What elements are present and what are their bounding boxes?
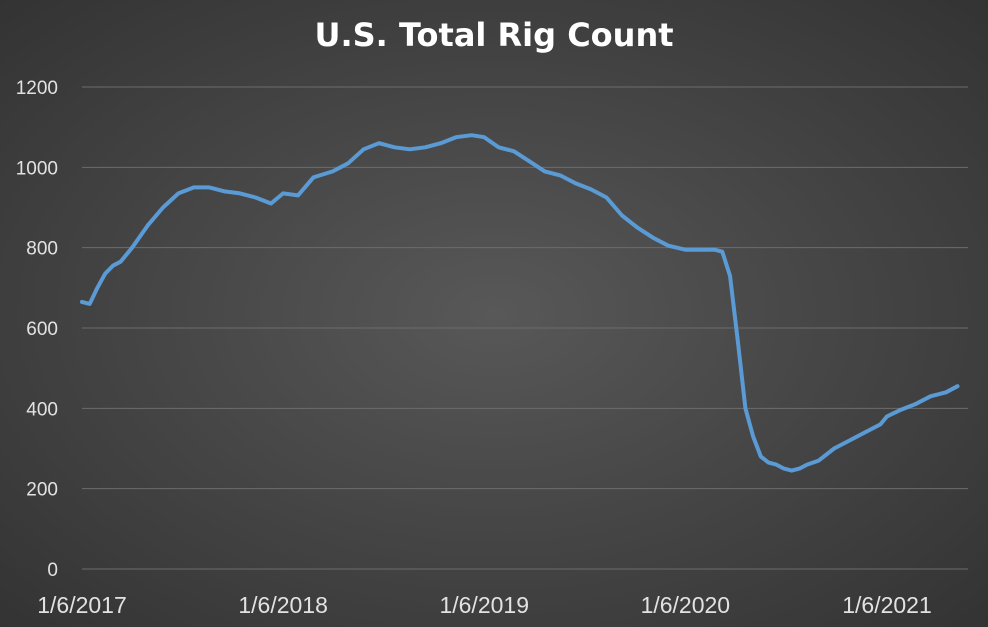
series-layer	[80, 133, 960, 473]
y-tick-label: 200	[26, 480, 58, 501]
x-tick-label: 1/6/2017	[37, 592, 127, 618]
x-tick-label: 1/6/2019	[439, 592, 529, 618]
x-tick-label: 1/6/2020	[641, 592, 731, 618]
y-tick-label: 800	[26, 239, 58, 260]
y-tick-label: 1000	[16, 158, 58, 179]
x-tick-label: 1/6/2021	[842, 592, 932, 618]
x-axis-ticks: 1/6/2017 1/6/2018 1/6/2019 1/6/2020 1/6/2021	[37, 592, 932, 618]
y-tick-label: 600	[26, 319, 58, 340]
series-line-0	[80, 133, 960, 473]
y-tick-label: 400	[26, 399, 58, 420]
y-tick-label: 1200	[16, 78, 58, 99]
y-tick-label: 0	[47, 560, 58, 581]
gridlines	[82, 86, 968, 570]
y-axis-ticks: 0 200 400 600 800 1000 1200	[16, 78, 58, 581]
x-tick-label: 1/6/2018	[238, 592, 328, 618]
chart-title: U.S. Total Rig Count	[314, 16, 673, 54]
